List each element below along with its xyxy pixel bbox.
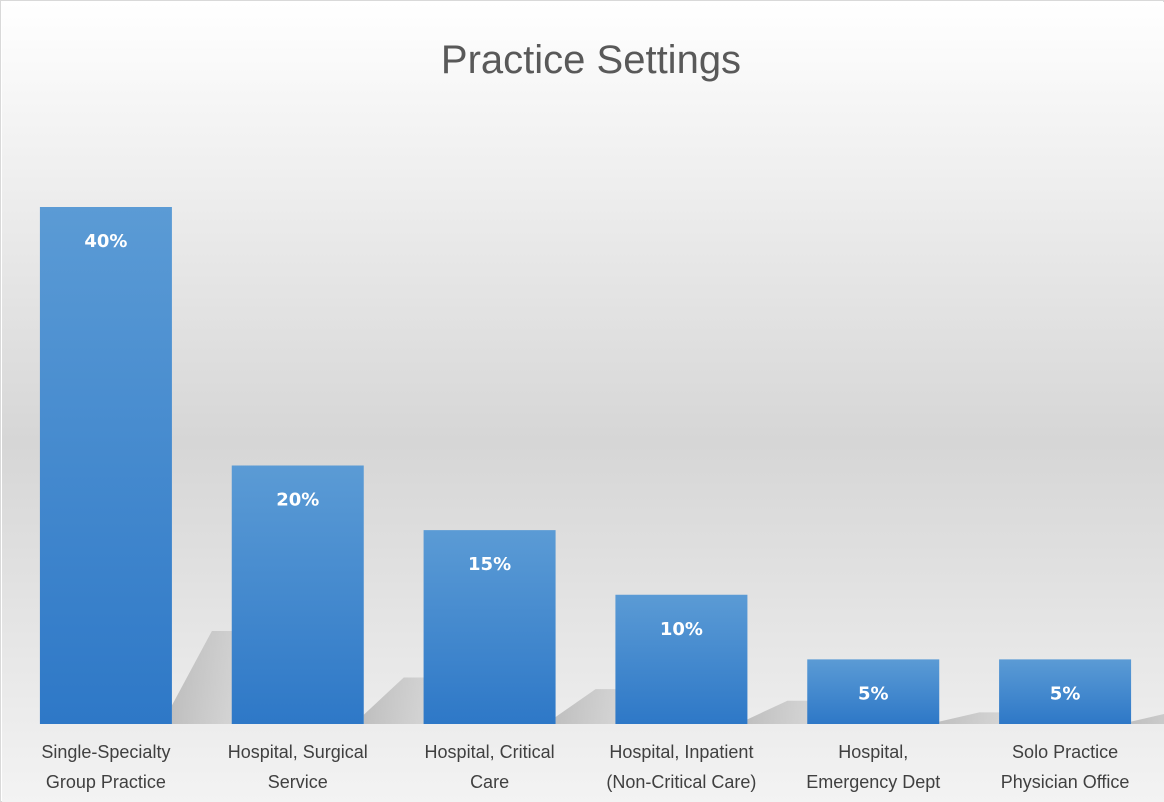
category-label: Emergency Dept <box>806 772 940 792</box>
category-label: Single-Specialty <box>41 742 170 762</box>
category-label: Hospital, <box>838 742 908 762</box>
bar <box>615 594 748 724</box>
data-label: 20% <box>276 490 319 511</box>
data-label: 15% <box>468 554 511 575</box>
category-label: Hospital, Surgical <box>228 742 368 762</box>
category-label: Service <box>268 772 328 792</box>
data-label: 5% <box>858 683 889 704</box>
bar-shadow <box>1131 714 1164 724</box>
bar <box>807 659 940 724</box>
bar <box>39 207 172 724</box>
bar <box>423 530 556 724</box>
chart-title: Practice Settings <box>441 38 741 82</box>
category-label: Group Practice <box>46 772 166 792</box>
category-label: Care <box>470 772 509 792</box>
category-label: Solo Practice <box>1012 742 1118 762</box>
data-label: 5% <box>1050 683 1081 704</box>
data-label: 40% <box>84 231 127 252</box>
bar <box>999 659 1132 724</box>
category-labels: Single-Specialty Group Practice Hospital, … <box>41 742 1129 792</box>
bar <box>231 465 364 724</box>
category-label: Hospital, Critical <box>425 742 555 762</box>
data-label: 10% <box>660 619 703 640</box>
bars-group: 40% 20% 15% 10% 5% 5% <box>39 207 1132 724</box>
category-label: (Non-Critical Care) <box>606 772 756 792</box>
category-label: Physician Office <box>1001 772 1130 792</box>
category-label: Hospital, Inpatient <box>609 742 753 762</box>
